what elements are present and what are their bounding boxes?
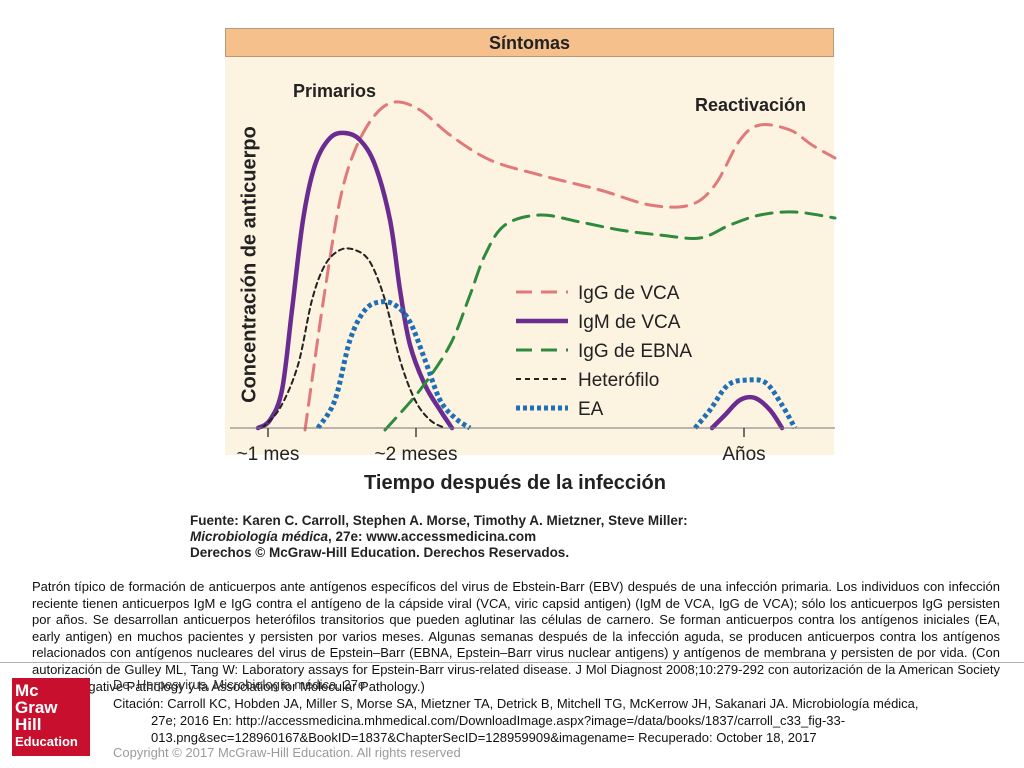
citation-line: Citación: Carroll KC, Hobden JA, Miller … [113,696,919,711]
x-tick-label: ~2 meses [375,444,458,465]
from-line: De: Herpesvirus, Microbiología médica, 2… [113,677,366,692]
legend-label: IgG de EBNA [578,341,692,362]
series-line-igg-de-vca [303,100,837,432]
legend-layer: IgG de VCA IgM de VCA IgG de EBNA Heterófil… [516,283,692,420]
logo-line: Graw [15,698,58,717]
source-line-2: Microbiología médica, 27e: www.accessmed… [190,529,688,545]
legend-label: Heterófilo [578,370,659,391]
series-line-igm-de-vca [255,130,455,431]
x-axis-label: Tiempo después de la infección [364,472,666,494]
source-line-1: Fuente: Karen C. Carroll, Stephen A. Mor… [190,513,688,528]
symptoms-band: Síntomas [225,28,834,57]
curves-layer [255,100,837,432]
series-line-ea [315,299,472,431]
series-line-igm-de-vca-reactivaci-n- [709,394,785,431]
x-tick-label: ~1 mes [237,444,300,465]
plot-area [225,57,834,455]
logo-line: Mc [15,681,39,700]
copyright: Copyright © 2017 McGraw-Hill Education. … [113,745,461,760]
series-line-heter-filo [261,247,446,429]
citation: Citación: Carroll KC, Hobden JA, Miller … [113,695,993,746]
citation-line: 27e; 2016 En: http://accessmedicina.mhme… [151,713,846,728]
phase-label-primary: Primarios [293,81,376,101]
source-line-3: Derechos © McGraw-Hill Education. Derech… [190,545,570,560]
figure-caption: Patrón típico de formación de anticuerpo… [32,579,1000,694]
source-url: , 27e: www.accessmedicina.com [328,529,537,544]
citation-line: 013.png&sec=128960167&BookID=1837&Chapte… [151,730,817,745]
phase-label-reactivation: Reactivación [695,95,806,115]
source-book-title: Microbiología médica [190,529,329,544]
x-tick-label: Años [722,444,765,465]
legend-label: IgG de VCA [578,283,680,304]
logo-line: Education [15,734,78,749]
series-line-ea-reactivaci-n- [693,377,798,430]
mcgraw-hill-logo: Mc Graw Hill Education [12,678,90,756]
logo-line: Hill [15,715,42,734]
axis-layer: ~1 mes ~2 meses Años [230,427,835,465]
chart-figure: Síntomas Concentración de anticuerpo Tie… [185,28,835,560]
legend-label: EA [578,399,604,420]
figure-source: Fuente: Karen C. Carroll, Stephen A. Mor… [190,513,688,561]
legend-label: IgM de VCA [578,312,681,333]
footer-divider [0,662,1024,663]
